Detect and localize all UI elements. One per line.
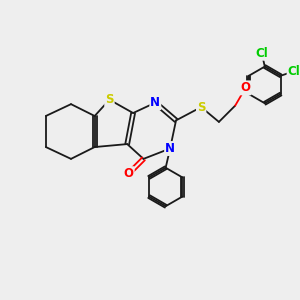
Text: O: O [124,167,134,180]
Text: O: O [241,81,250,94]
Text: S: S [197,100,206,114]
Text: N: N [165,142,175,155]
Text: N: N [150,96,160,109]
Text: Cl: Cl [288,65,300,78]
Text: Cl: Cl [255,47,268,60]
Text: S: S [105,93,114,106]
